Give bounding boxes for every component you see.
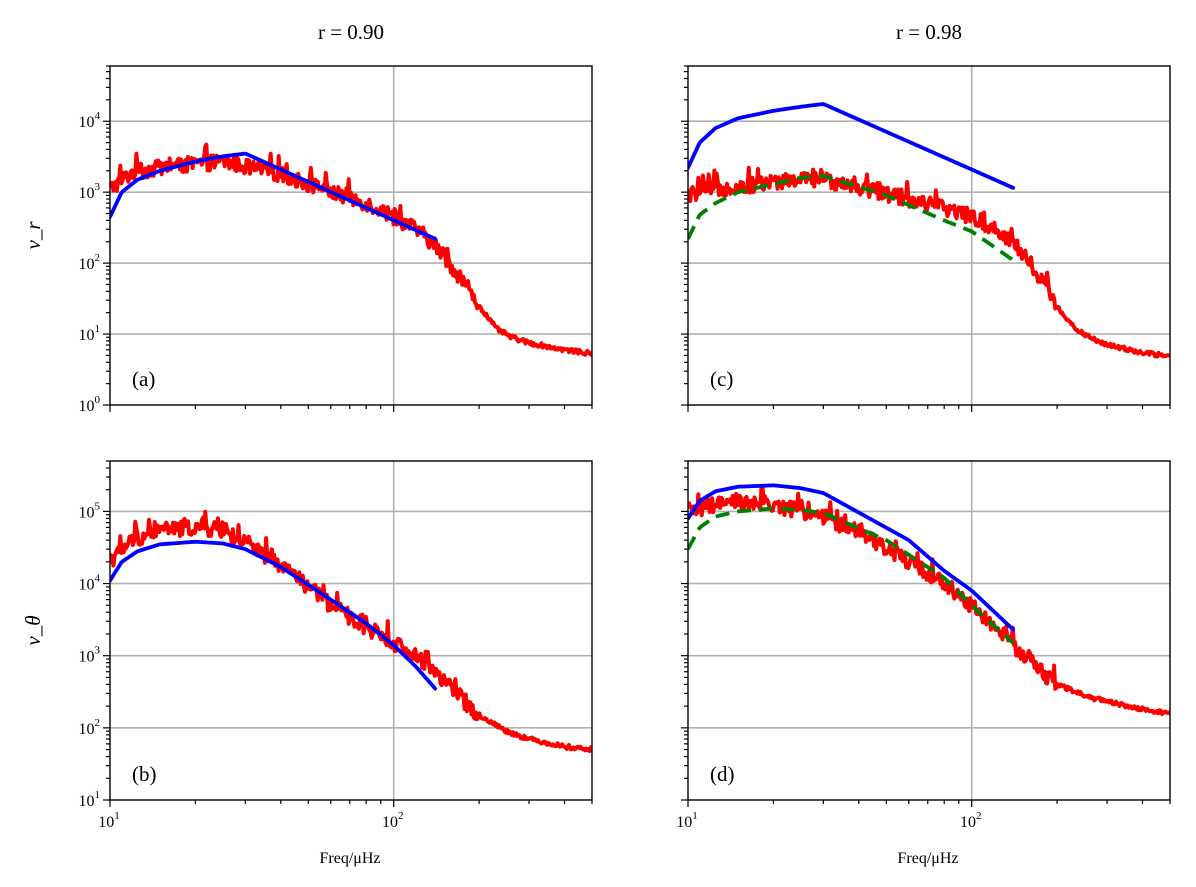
axes-frame-b — [109, 460, 593, 801]
series-model-c — [688, 102, 1016, 190]
series-data-d — [688, 484, 1170, 716]
y-tick-label: 104 — [79, 110, 101, 131]
panel-d: 101 102 Freq/μHz (d) — [676, 460, 1171, 867]
x-axis-label: Freq/μHz — [319, 850, 380, 867]
panel-label: (b) — [132, 762, 157, 786]
grid-b — [110, 461, 592, 800]
y-tick-label: 103 — [79, 645, 101, 666]
y-axis-label: v_θ — [21, 615, 45, 645]
y-tick-label: 100 — [79, 394, 101, 415]
panel-title: r = 0.98 — [896, 20, 962, 44]
x-tick-label: 102 — [960, 810, 982, 831]
series-model-d — [688, 483, 1016, 632]
y-tick-label: 102 — [79, 717, 101, 738]
axes-frame-d — [687, 460, 1171, 801]
series-model-a — [110, 151, 438, 241]
y-axis-label: v_r — [21, 221, 45, 250]
series-model-b — [110, 539, 438, 691]
y-tick-label: 105 — [79, 500, 101, 521]
axes-frame-a — [109, 65, 593, 406]
x-tick-label: 101 — [98, 810, 120, 831]
grid-d — [688, 461, 1170, 800]
ticks-d — [681, 460, 1171, 807]
axes-frame-c — [687, 65, 1171, 406]
y-tick-label: 102 — [79, 252, 101, 273]
x-tick-label: 101 — [676, 810, 698, 831]
series-model2-d — [688, 506, 1015, 645]
plot-area-d — [688, 483, 1170, 716]
series-data-c — [688, 165, 1170, 359]
y-tick-label: 101 — [79, 789, 101, 810]
ticks-c — [681, 65, 1171, 412]
panel-label: (a) — [132, 367, 155, 391]
y-tick-label: 104 — [79, 573, 101, 594]
x-tick-label: 102 — [382, 810, 404, 831]
series-data-b — [110, 509, 592, 754]
series-model2-c — [688, 173, 1015, 262]
panel-title: r = 0.90 — [318, 20, 384, 44]
series-data-a — [110, 142, 592, 357]
panel-label: (d) — [710, 762, 735, 786]
ticks-b — [103, 460, 593, 807]
grid-a — [110, 66, 592, 405]
plot-area-c — [688, 102, 1170, 359]
panel-label: (c) — [710, 367, 733, 391]
ticks-a — [103, 65, 593, 412]
panel-a: 100 101 102 103 104 r = 0.90 v_r (a) — [21, 20, 593, 415]
y-tick-label: 103 — [79, 181, 101, 202]
panel-c: r = 0.98 (c) — [681, 20, 1171, 412]
plot-area-b — [110, 509, 592, 754]
grid-c — [688, 66, 1170, 405]
y-tick-label: 101 — [79, 323, 101, 344]
panel-b: 101 102 103 104 105 101 102 Freq/μHz v_θ (b) — [21, 460, 593, 867]
plot-area-a — [110, 142, 592, 357]
x-axis-label: Freq/μHz — [897, 850, 958, 867]
